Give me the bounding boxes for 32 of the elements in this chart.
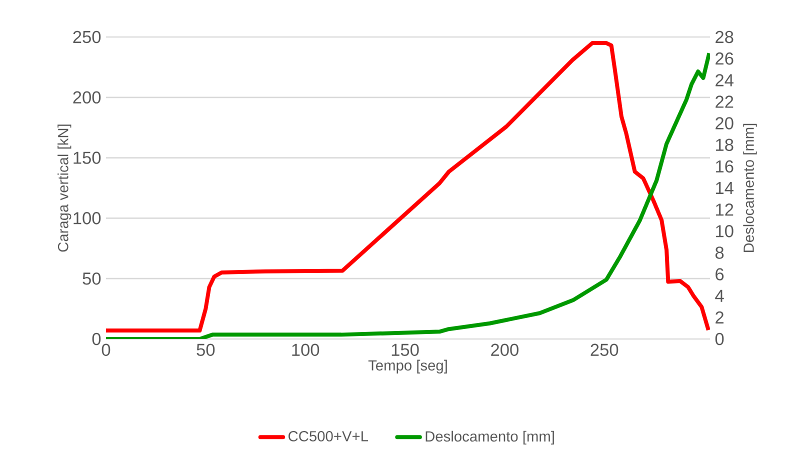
y-tick-label: 200 bbox=[73, 91, 101, 104]
x-tick-label: 0 bbox=[102, 344, 110, 356]
x-tick-label: 150 bbox=[392, 344, 419, 356]
y2-axis-title: Deslocamento [mm] bbox=[743, 124, 757, 252]
y2-tick-label: 2 bbox=[716, 311, 724, 324]
x-tick-label: 200 bbox=[491, 344, 518, 356]
y2-tick-label: 16 bbox=[716, 160, 734, 173]
y2-tick-label: 24 bbox=[716, 74, 734, 86]
y2-tick-label: 14 bbox=[716, 182, 734, 194]
y2-tick-label: 0 bbox=[715, 332, 724, 346]
y-tick-label: 50 bbox=[82, 272, 101, 285]
y-axis-title: Caraga vertical [kN] bbox=[58, 124, 72, 252]
y-tick-label: 150 bbox=[74, 152, 101, 164]
x-tick-label: 50 bbox=[196, 344, 215, 356]
y2-tick-label: 6 bbox=[716, 268, 724, 280]
x-tick-label: 250 bbox=[590, 344, 618, 356]
y2-tick-label: 10 bbox=[716, 225, 734, 238]
y2-tick-label: 8 bbox=[715, 246, 724, 259]
y2-tick-label: 12 bbox=[716, 204, 734, 216]
y2-tick-label: 28 bbox=[716, 30, 734, 44]
y-tick-label: 250 bbox=[73, 30, 101, 44]
y2-tick-label: 4 bbox=[715, 290, 724, 302]
y2-tick-label: 18 bbox=[716, 138, 734, 151]
y2-tick-label: 22 bbox=[716, 96, 734, 108]
legend-label: CC500+V+L bbox=[288, 431, 368, 442]
y2-tick-label: 20 bbox=[716, 117, 734, 130]
y-tick-label: 0 bbox=[92, 332, 101, 346]
y2-tick-label: 26 bbox=[716, 52, 734, 65]
legend-label: Deslocamento [mm] bbox=[426, 430, 554, 444]
x-tick-label: 100 bbox=[292, 344, 320, 356]
x-axis-title: Tempo [seg] bbox=[368, 360, 447, 374]
y-tick-label: 100 bbox=[74, 212, 101, 224]
